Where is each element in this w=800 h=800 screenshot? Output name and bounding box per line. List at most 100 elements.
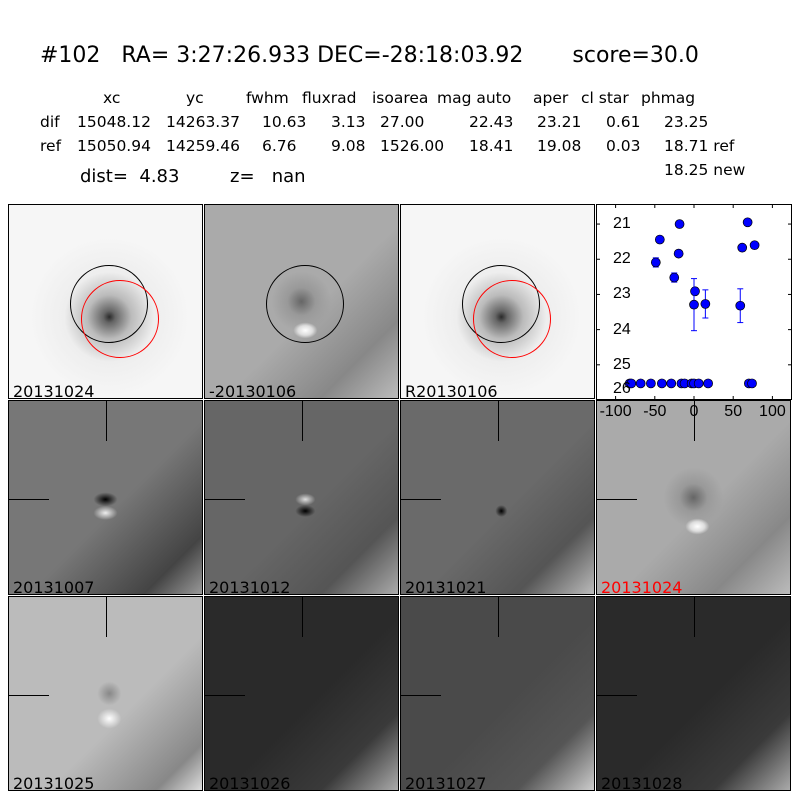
row-value: 15048.12 <box>77 113 151 131</box>
row-value: 27.00 <box>380 113 425 131</box>
data-point <box>749 240 760 251</box>
col-xc: xc <box>103 89 121 107</box>
y-tick-label: 24 <box>613 320 631 338</box>
crosshair-marker <box>694 401 695 441</box>
y-tick-label: 22 <box>613 250 631 268</box>
data-point <box>666 378 677 389</box>
data-point <box>650 257 661 268</box>
col-fwhm: fwhm <box>246 89 289 107</box>
row-value: 0.03 <box>606 137 641 155</box>
image-stamp: 20131012 <box>204 400 399 595</box>
image-stamp: 20131026 <box>204 596 399 791</box>
image-stamp: 20131007 <box>8 400 203 595</box>
crosshair-marker <box>106 401 107 441</box>
data-point <box>742 217 753 228</box>
row-value: 6.76 <box>262 137 297 155</box>
dist-value: dist= 4.83 <box>80 166 180 187</box>
image-stamp: 20131027 <box>400 596 595 791</box>
row-value: 3.13 <box>331 113 366 131</box>
crosshair-marker <box>205 499 245 500</box>
crosshair-marker <box>694 597 695 637</box>
data-point <box>735 300 746 311</box>
row-value: 23.25 <box>664 113 709 131</box>
crosshair-marker <box>401 695 441 696</box>
light-curve-plot <box>596 204 792 400</box>
new-mag: 18.25 new <box>664 161 746 179</box>
col-fluxrad: fluxrad <box>302 89 357 107</box>
crosshair-marker <box>498 597 499 637</box>
col-mag-auto: mag auto <box>437 89 512 107</box>
data-point <box>657 378 667 389</box>
row-value: 9.08 <box>331 137 366 155</box>
row-value: 15050.94 <box>77 137 151 155</box>
stamp-date-label: 20131021 <box>405 578 487 595</box>
col-yc: yc <box>186 89 204 107</box>
crosshair-marker <box>597 499 637 500</box>
data-point <box>690 286 700 297</box>
x-tick-label: 0 <box>689 403 699 420</box>
image-stamp: 20131021 <box>400 400 595 595</box>
crosshair-marker <box>9 499 49 500</box>
x-tick-label: -100 <box>599 403 632 420</box>
crosshair-marker <box>498 401 499 441</box>
data-point <box>674 219 685 229</box>
x-tick-label: 50 <box>724 403 743 420</box>
data-point <box>654 234 665 245</box>
z-value: z= nan <box>230 166 306 187</box>
crosshair-marker <box>9 695 49 696</box>
stamp-date-label: -20130106 <box>209 382 297 399</box>
crosshair-marker <box>205 695 245 696</box>
col-cl-star: cl star <box>581 89 629 107</box>
data-point <box>689 299 699 310</box>
col-phmag: phmag <box>641 89 696 107</box>
col-aper: aper <box>533 89 569 107</box>
row-value: 0.61 <box>606 113 641 131</box>
stamp-date-label: 20131024 <box>601 578 683 595</box>
image-stamp: -20130106 <box>204 204 399 399</box>
image-stamp: 20131024 <box>8 204 203 399</box>
data-point <box>626 378 637 389</box>
crosshair-marker <box>302 597 303 637</box>
candidate-title: #102 RA= 3:27:26.933 DEC=-28:18:03.92 sc… <box>40 43 699 68</box>
data-point <box>669 272 680 283</box>
stamp-date-label: 20131007 <box>13 578 95 595</box>
data-point <box>635 378 646 389</box>
data-point <box>700 299 711 309</box>
y-tick-label: 25 <box>613 355 631 373</box>
image-stamp: 20131024 <box>596 400 791 595</box>
image-stamp: R20130106 <box>400 204 595 399</box>
stamp-date-label: 20131028 <box>601 774 683 791</box>
stamp-date-label: R20130106 <box>405 382 498 399</box>
row-value: 10.63 <box>262 113 307 131</box>
data-point <box>646 378 656 389</box>
image-stamp: 20131028 <box>596 596 791 791</box>
row-label: dif <box>40 113 60 131</box>
row-value: 18.41 <box>469 137 514 155</box>
data-point <box>693 378 704 389</box>
stamp-date-label: 20131026 <box>209 774 291 791</box>
row-value: 22.43 <box>469 113 514 131</box>
row-value: 19.08 <box>537 137 582 155</box>
crosshair-marker <box>401 499 441 500</box>
y-tick-label: 23 <box>613 285 631 303</box>
data-point <box>737 242 748 253</box>
crosshair-marker <box>106 597 107 637</box>
x-tick-label: 100 <box>759 403 786 420</box>
row-value: 1526.00 <box>380 137 445 155</box>
stamp-date-label: 20131027 <box>405 774 487 791</box>
row-value: 14263.37 <box>166 113 240 131</box>
image-stamp: 20131025 <box>8 596 203 791</box>
stamp-date-label: 20131012 <box>209 578 291 595</box>
row-label: ref <box>40 137 62 155</box>
ref-aperture-circle <box>266 265 344 343</box>
y-tick-label: 26 <box>613 380 631 397</box>
row-value: 23.21 <box>537 113 582 131</box>
stamp-date-label: 20131025 <box>13 774 95 791</box>
x-tick-label: -50 <box>643 403 667 420</box>
col-isoarea: isoarea <box>372 89 429 107</box>
row-value: 18.71 ref <box>664 137 735 155</box>
data-point <box>747 378 757 389</box>
crosshair-marker <box>302 401 303 441</box>
detection-circle <box>473 280 551 358</box>
y-tick-label: 21 <box>613 215 631 233</box>
